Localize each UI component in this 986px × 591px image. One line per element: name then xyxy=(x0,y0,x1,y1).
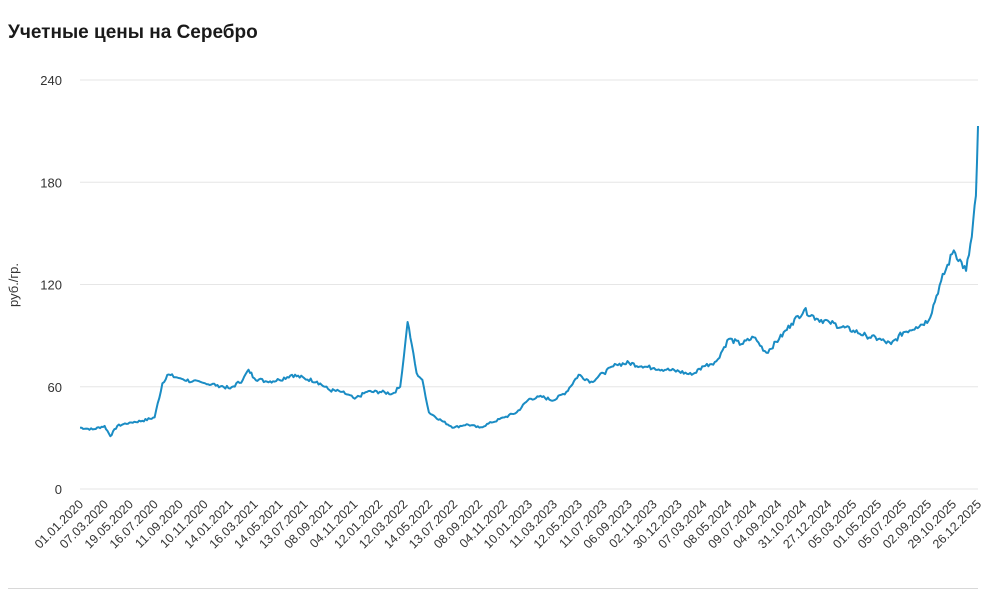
y-tick-label: 0 xyxy=(55,482,62,497)
bottom-divider xyxy=(8,588,978,589)
series-line xyxy=(79,125,979,438)
x-axis-ticks: 01.01.202007.03.202019.05.202016.07.2020… xyxy=(32,497,984,551)
y-tick-label: 60 xyxy=(48,380,62,395)
y-tick-label: 180 xyxy=(40,175,62,190)
y-tick-label: 240 xyxy=(40,73,62,88)
grid-lines xyxy=(80,79,978,490)
chart-title: Учетные цены на Серебро xyxy=(8,22,258,43)
y-axis-label: руб./гр. xyxy=(6,263,21,307)
y-axis-ticks: 0 60 120 180 240 xyxy=(40,73,62,497)
y-tick-label: 120 xyxy=(40,278,62,293)
